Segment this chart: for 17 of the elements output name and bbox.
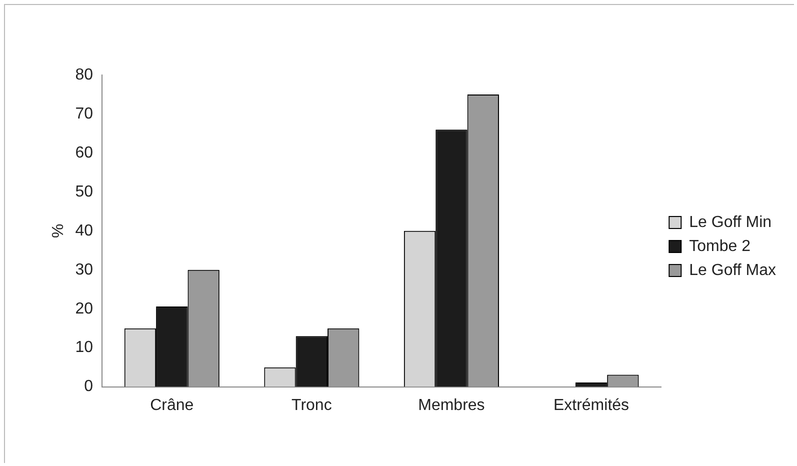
legend-label: Tombe 2 xyxy=(689,238,751,255)
legend-label: Le Goff Min xyxy=(689,214,772,231)
x-tick-label: Extrémités xyxy=(553,396,630,414)
y-tick-label: 10 xyxy=(75,339,94,356)
y-axis-title: % xyxy=(50,224,68,238)
x-tick-label: Membres xyxy=(418,396,485,414)
x-tick-label: Crâne xyxy=(150,396,194,414)
y-tick-label: 50 xyxy=(75,183,94,200)
legend-label: Le Goff Max xyxy=(689,262,776,279)
y-tick-label: 20 xyxy=(75,300,94,318)
y-tick-label: 60 xyxy=(75,144,94,162)
y-tick-label: 0 xyxy=(84,378,94,396)
y-tick-label: 30 xyxy=(75,261,94,278)
y-tick-label: 40 xyxy=(75,222,94,240)
y-tick-label: 70 xyxy=(75,105,94,122)
x-tick-label: Tronc xyxy=(292,396,332,414)
y-tick-label: 80 xyxy=(75,66,94,84)
